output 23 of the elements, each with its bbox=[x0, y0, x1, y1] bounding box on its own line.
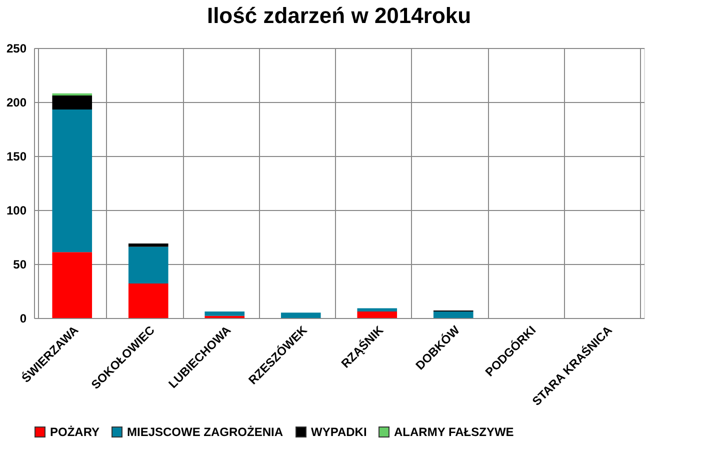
bar bbox=[128, 283, 168, 318]
chart-title: Ilość zdarzeń w 2014roku bbox=[206, 3, 472, 28]
legend-label: MIEJSCOWE ZAGROŻENIA bbox=[127, 425, 284, 439]
legend-label: POŻARY bbox=[50, 425, 100, 439]
y-tick-label: 150 bbox=[6, 150, 27, 164]
y-tick-label: 50 bbox=[13, 258, 27, 272]
y-tick-label: 100 bbox=[6, 204, 27, 218]
bar bbox=[128, 246, 168, 284]
legend-label: WYPADKI bbox=[311, 425, 367, 439]
bar bbox=[280, 312, 321, 318]
legend-label: ALARMY FAŁSZYWE bbox=[394, 425, 514, 439]
bar bbox=[128, 243, 168, 247]
bar bbox=[357, 312, 398, 318]
y-tick-label: 0 bbox=[20, 312, 27, 326]
bar bbox=[52, 96, 92, 110]
bar bbox=[52, 93, 92, 96]
bar bbox=[52, 110, 92, 252]
bar bbox=[204, 312, 245, 316]
y-tick-label: 250 bbox=[6, 42, 27, 56]
bar bbox=[52, 252, 92, 318]
y-tick-label: 200 bbox=[6, 96, 27, 110]
bar bbox=[357, 308, 398, 312]
bar bbox=[433, 312, 474, 318]
